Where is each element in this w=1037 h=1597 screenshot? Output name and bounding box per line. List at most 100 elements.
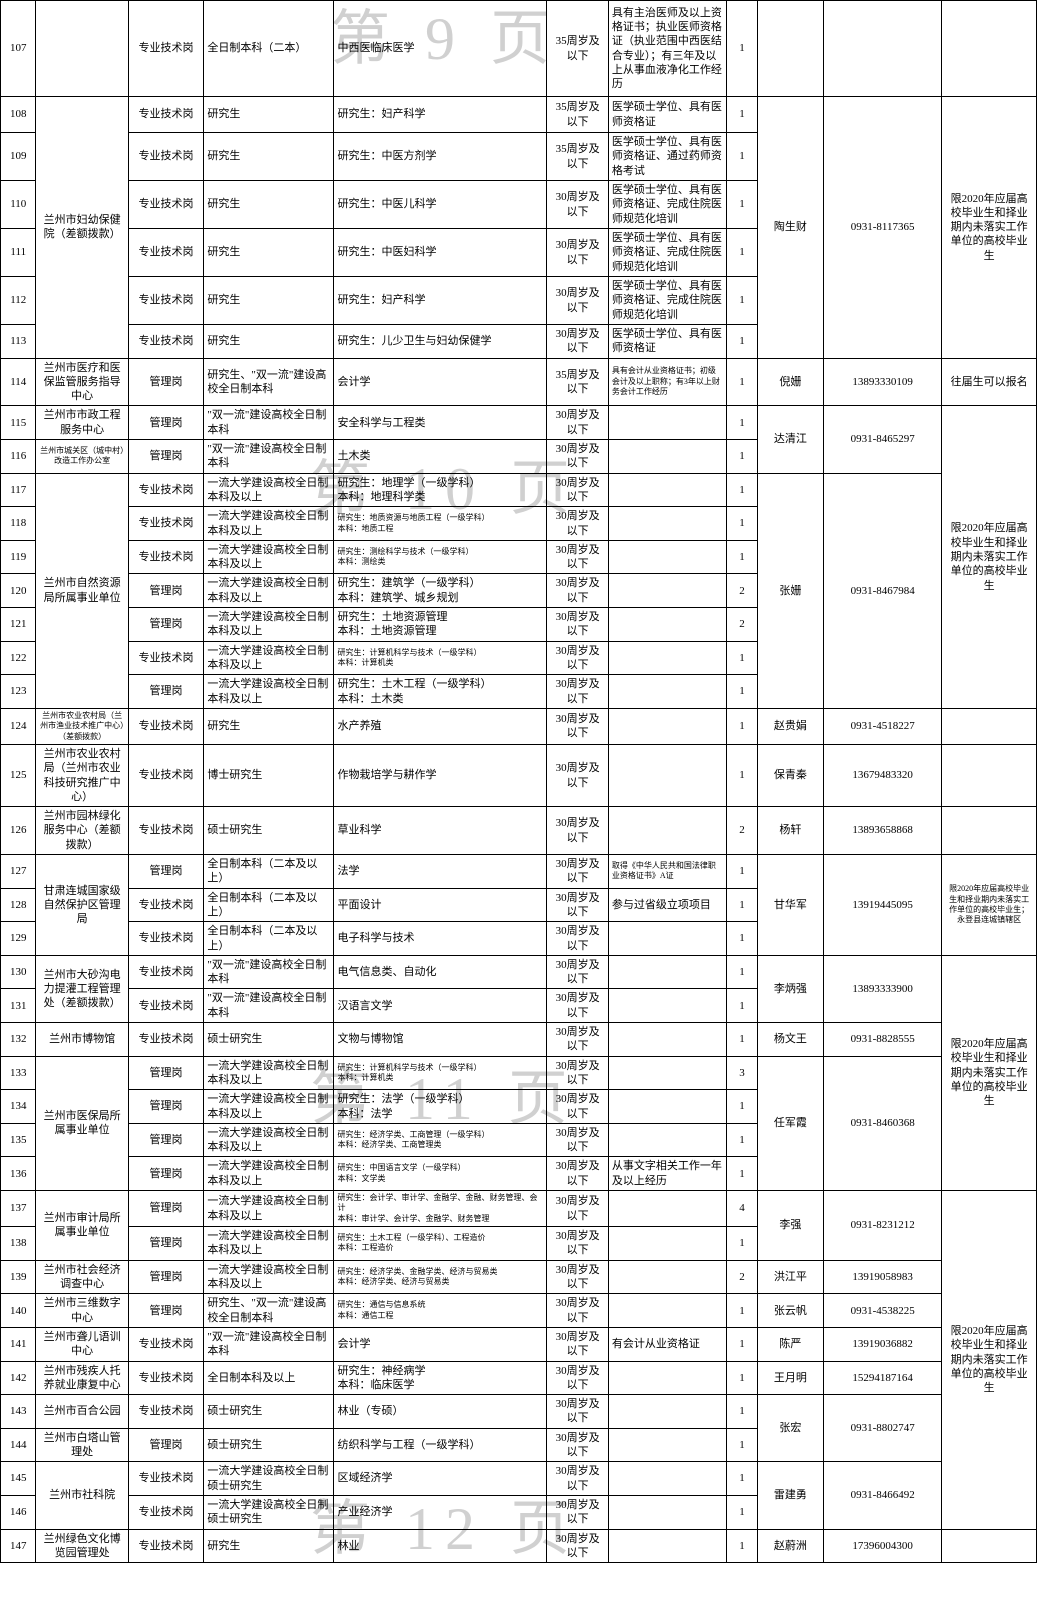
education-req: 一流大学建设高校全日制本科及以上: [204, 641, 334, 675]
row-number: 116: [1, 440, 36, 474]
contact-phone: 13919445095: [824, 855, 942, 956]
age-limit: 30周岁及以下: [547, 229, 608, 277]
post-type: 专业技术岗: [128, 277, 204, 325]
contact-person: 陈严: [757, 1327, 823, 1361]
row-number: 141: [1, 1327, 36, 1361]
quantity: 1: [727, 277, 758, 325]
post-type: 专业技术岗: [128, 181, 204, 229]
contact-phone: 0931-8231212: [824, 1191, 942, 1261]
education-req: 研究生、"双一流"建设高校全日制本科: [204, 1294, 334, 1328]
unit-name: 兰州市城关区（城中村）改造工作办公室: [36, 440, 128, 474]
table-row: 117兰州市自然资源局所属事业单位专业技术岗一流大学建设高校全日制本科及以上研究…: [1, 473, 1037, 507]
table-row: 142兰州市残疾人托养就业康复中心专业技术岗全日制本科及以上研究生：神经病学本科…: [1, 1361, 1037, 1395]
education-req: 一流大学建设高校全日制本科及以上: [204, 1123, 334, 1157]
table-row: 108兰州市妇幼保健院（差额拨款）专业技术岗研究生研究生：妇产科学35周岁及以下…: [1, 97, 1037, 133]
other-conditions: [608, 1462, 726, 1496]
age-limit: 35周岁及以下: [547, 358, 608, 406]
major-req: 研究生：中国语言文学（一级学科）本科：文学类: [334, 1157, 547, 1191]
quantity: 1: [727, 1395, 758, 1429]
education-req: 一流大学建设高校全日制本科及以上: [204, 1157, 334, 1191]
major-req: 产业经济学: [334, 1495, 547, 1529]
remarks: [942, 745, 1037, 807]
major-req: 平面设计: [334, 888, 547, 922]
other-conditions: [608, 807, 726, 855]
other-conditions: [608, 1428, 726, 1462]
table-row: 126兰州市园林绿化服务中心（差额拨款）专业技术岗硕士研究生草业科学30周岁及以…: [1, 807, 1037, 855]
contact-person: 甘华军: [757, 855, 823, 956]
unit-name: 兰州市市政工程服务中心: [36, 406, 128, 440]
age-limit: 30周岁及以下: [547, 807, 608, 855]
contact-person: 洪江平: [757, 1260, 823, 1294]
age-limit: 30周岁及以下: [547, 1090, 608, 1124]
other-conditions: 医学硕士学位、具有医师资格证、完成住院医师规范化培训: [608, 229, 726, 277]
other-conditions: [608, 1529, 726, 1563]
post-type: 专业技术岗: [128, 1529, 204, 1563]
age-limit: 30周岁及以下: [547, 888, 608, 922]
contact-person: 张云帆: [757, 1294, 823, 1328]
education-req: "双一流"建设高校全日制本科: [204, 440, 334, 474]
post-type: 专业技术岗: [128, 507, 204, 541]
post-type: 专业技术岗: [128, 1462, 204, 1496]
other-conditions: [608, 675, 726, 709]
unit-name: 兰州市博物馆: [36, 1023, 128, 1057]
age-limit: 30周岁及以下: [547, 473, 608, 507]
remarks: 限2020年应届高校毕业生和择业期内未落实工作单位的高校毕业生: [942, 97, 1037, 359]
education-req: "双一流"建设高校全日制本科: [204, 989, 334, 1023]
row-number: 140: [1, 1294, 36, 1328]
age-limit: 30周岁及以下: [547, 181, 608, 229]
table-row: 132兰州市博物馆专业技术岗硕士研究生文物与博物馆30周岁及以下1杨文王0931…: [1, 1023, 1037, 1057]
education-req: 一流大学建设高校全日制本科及以上: [204, 608, 334, 642]
education-req: 研究生: [204, 1529, 334, 1563]
table-row: 127甘肃连城国家级自然保护区管理局管理岗全日制本科（二本及以上）法学30周岁及…: [1, 855, 1037, 889]
quantity: 1: [727, 1428, 758, 1462]
post-type: 管理岗: [128, 574, 204, 608]
contact-phone: 15294187164: [824, 1361, 942, 1395]
major-req: 草业科学: [334, 807, 547, 855]
age-limit: 30周岁及以下: [547, 708, 608, 744]
education-req: 研究生: [204, 97, 334, 133]
recruitment-table: 107专业技术岗全日制本科（二本）中西医临床医学35周岁及以下具有主治医师及以上…: [0, 0, 1037, 1563]
major-req: 研究生：计算机科学与技术（一级学科）本科：计算机类: [334, 1056, 547, 1090]
post-type: 专业技术岗: [128, 922, 204, 956]
unit-name: 兰州市社科院: [36, 1462, 128, 1529]
major-req: 会计学: [334, 358, 547, 406]
major-req: 研究生：法学（一级学科）本科：法学: [334, 1090, 547, 1124]
quantity: 1: [727, 955, 758, 989]
education-req: 全日制本科（二本及以上）: [204, 855, 334, 889]
education-req: 一流大学建设高校全日制本科及以上: [204, 574, 334, 608]
row-number: 124: [1, 708, 36, 744]
post-type: 管理岗: [128, 1260, 204, 1294]
table-row: 147兰州绿色文化博览园管理处专业技术岗研究生林业30周岁及以下1赵蔚洲1739…: [1, 1529, 1037, 1563]
row-number: 108: [1, 97, 36, 133]
other-conditions: 具有主治医师及以上资格证书；执业医师资格证（执业范围中西医结合专业）；有三年及以…: [608, 1, 726, 97]
other-conditions: [608, 641, 726, 675]
post-type: 专业技术岗: [128, 133, 204, 181]
quantity: 1: [727, 507, 758, 541]
remarks: 限2020年应届高校毕业生和择业期内未落实工作单位的高校毕业生；永登县连城镇辖区: [942, 855, 1037, 956]
quantity: 1: [727, 922, 758, 956]
post-type: 专业技术岗: [128, 473, 204, 507]
other-conditions: 取得《中华人民共和国法律职业资格证书》A证: [608, 855, 726, 889]
quantity: 3: [727, 1056, 758, 1090]
post-type: 管理岗: [128, 608, 204, 642]
post-type: 管理岗: [128, 406, 204, 440]
post-type: 专业技术岗: [128, 97, 204, 133]
contact-phone: 0931-8460368: [824, 1056, 942, 1190]
row-number: 147: [1, 1529, 36, 1563]
other-conditions: [608, 1227, 726, 1261]
other-conditions: 有会计从业资格证: [608, 1327, 726, 1361]
quantity: 2: [727, 608, 758, 642]
other-conditions: [608, 1023, 726, 1057]
age-limit: 30周岁及以下: [547, 1361, 608, 1395]
major-req: 会计学: [334, 1327, 547, 1361]
major-req: 研究生：土地资源管理本科：土地资源管理: [334, 608, 547, 642]
contact-person: [757, 1, 823, 97]
quantity: 1: [727, 358, 758, 406]
education-req: 一流大学建设高校全日制本科及以上: [204, 540, 334, 574]
unit-name: 兰州市大砂沟电力提灌工程管理处（差额拨款）: [36, 955, 128, 1022]
unit-name: 兰州市妇幼保健院（差额拨款）: [36, 97, 128, 359]
quantity: 2: [727, 807, 758, 855]
other-conditions: [608, 440, 726, 474]
major-req: 林业（专硕）: [334, 1395, 547, 1429]
major-req: 研究生：经济学类、金融学类、经济与贸易类本科：经济学类、经济与贸易类: [334, 1260, 547, 1294]
